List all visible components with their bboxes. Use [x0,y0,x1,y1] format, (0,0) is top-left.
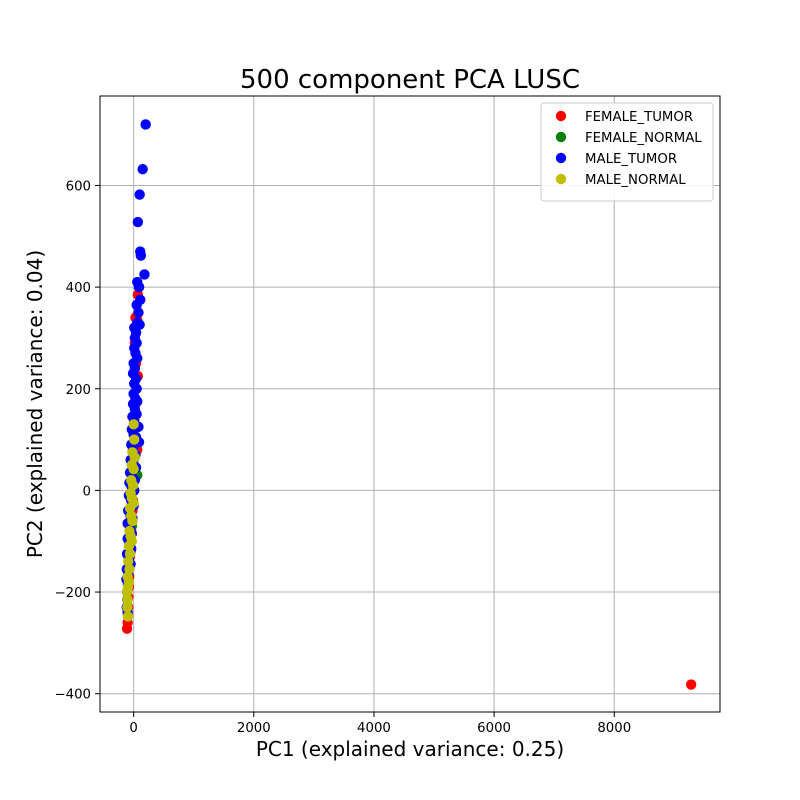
point-male-normal [127,515,138,527]
y-tick-label: −400 [54,688,91,703]
legend-label-male-normal: MALE_NORMAL [585,173,686,188]
point-male-normal [122,602,133,613]
point-male-tumor [139,269,150,280]
point-male-tumor [137,163,148,175]
point-female-tumor [685,679,697,690]
plot-area-frame [99,95,721,713]
legend-frame [540,102,714,202]
legend-marker-male-tumor [555,152,567,164]
point-male-normal [123,556,134,567]
y-tick-label: 600 [66,179,91,194]
point-male-normal [123,541,135,552]
tick-layer: 0 2000 4000 6000 8000 −400 −200 0 200 400 600 [54,179,631,736]
points-layer [121,119,697,690]
point-male-normal [121,586,133,598]
point-male-normal [128,463,139,475]
series-male-normal [121,419,141,622]
point-male-tumor [135,250,147,261]
point-male-normal [122,594,133,605]
point-male-tumor [133,281,145,293]
point-male-tumor [134,189,145,200]
point-male-normal [122,611,134,622]
y-tick-label: 400 [66,281,91,296]
legend-label-female-tumor: FEMALE_TUMOR [585,110,693,125]
y-tick-label: 0 [83,484,91,499]
point-male-tumor [133,307,144,318]
legend-marker-female-tumor [555,110,567,122]
y-tick-label: 200 [66,383,91,398]
x-tick-label: 2000 [237,721,271,736]
legend-marker-male-normal [555,173,567,185]
y-tick-label: −200 [54,586,91,601]
x-tick-label: 4000 [357,721,391,736]
legend-label-male-tumor: MALE_TUMOR [585,152,677,167]
point-male-tumor [132,216,144,228]
point-male-tumor [140,119,151,130]
legend-label-female-normal: FEMALE_NORMAL [585,131,702,146]
y-axis-label: PC2 (explained variance: 0.04) [23,250,47,558]
point-male-normal [124,502,136,514]
x-axis-label: PC1 (explained variance: 0.25) [256,737,564,761]
legend: FEMALE_TUMOR FEMALE_NORMAL MALE_TUMOR MALE_… [540,102,714,202]
point-male-normal [129,434,140,445]
chart-title: 500 component PCA LUSC [240,65,580,95]
x-tick-label: 0 [129,721,137,736]
legend-marker-female-normal [555,131,567,143]
x-tick-label: 8000 [597,721,631,736]
point-male-normal [128,419,139,430]
x-tick-label: 6000 [477,721,511,736]
